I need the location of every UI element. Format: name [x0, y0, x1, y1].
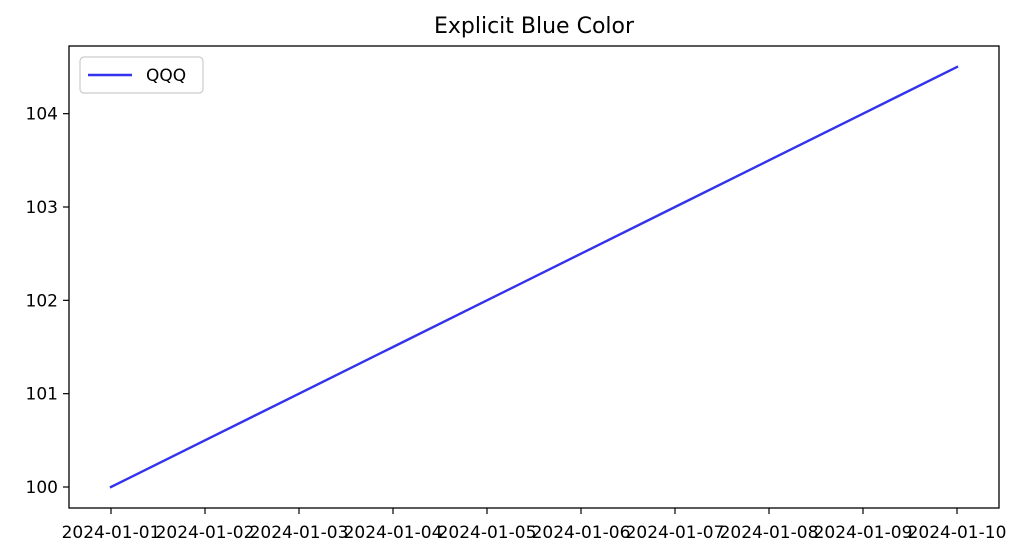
chart-title: Explicit Blue Color — [434, 14, 635, 39]
x-axis: 2024-01-012024-01-022024-01-032024-01-04… — [62, 508, 1007, 543]
y-tick-label-103: 103 — [26, 198, 58, 218]
y-axis: 100 101 102 103 104 — [26, 105, 69, 498]
y-tick-label-104: 104 — [26, 105, 58, 125]
y-tick-label-101: 101 — [26, 385, 58, 405]
series-line-qqq — [109, 65, 959, 489]
x-tick-label-2: 2024-01-02 — [156, 523, 255, 543]
x-tick-label-1: 2024-01-01 — [62, 523, 161, 543]
x-tick-label-5: 2024-01-05 — [438, 523, 537, 543]
x-tick-label-9: 2024-01-09 — [814, 523, 913, 543]
x-tick-label-6: 2024-01-06 — [532, 523, 631, 543]
legend: QQQ — [79, 56, 204, 94]
x-tick-label-10: 2024-01-10 — [908, 523, 1007, 543]
x-tick-label-3: 2024-01-03 — [250, 523, 349, 543]
x-tick-label-8: 2024-01-08 — [720, 523, 819, 543]
legend-box — [79, 56, 204, 94]
plot-frame — [68, 45, 1000, 509]
series-layer — [109, 65, 959, 489]
x-tick-label-7: 2024-01-07 — [626, 523, 725, 543]
y-tick-label-100: 100 — [26, 478, 58, 498]
y-tick-label-102: 102 — [26, 291, 58, 311]
legend-label-qqq: QQQ — [146, 66, 186, 86]
x-tick-label-4: 2024-01-04 — [344, 523, 443, 543]
